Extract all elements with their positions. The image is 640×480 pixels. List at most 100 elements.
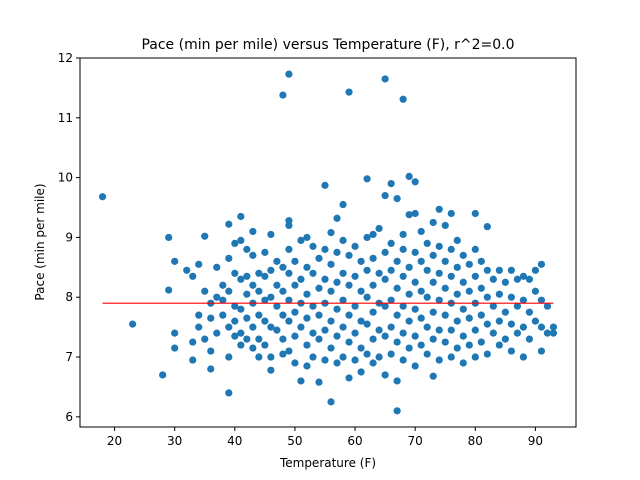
data-point — [429, 308, 437, 316]
data-point — [387, 350, 395, 358]
data-point — [423, 266, 431, 274]
data-point — [387, 323, 395, 331]
data-point — [327, 287, 335, 295]
data-point — [231, 317, 239, 325]
data-point — [225, 220, 233, 228]
data-point — [231, 332, 239, 340]
data-point — [357, 344, 365, 352]
data-point — [297, 377, 305, 385]
data-point — [429, 251, 437, 259]
data-point — [327, 260, 335, 268]
data-point — [351, 302, 359, 310]
data-point — [543, 302, 552, 310]
data-point — [459, 359, 467, 367]
data-point — [213, 329, 221, 337]
data-point — [267, 366, 275, 374]
data-point — [357, 287, 365, 295]
data-point — [261, 296, 269, 304]
data-point — [393, 194, 401, 203]
data-point — [267, 230, 275, 239]
data-point — [309, 242, 317, 250]
data-point — [225, 287, 233, 295]
data-point — [213, 263, 221, 271]
data-point — [291, 257, 299, 265]
data-point — [285, 245, 293, 253]
data-point — [165, 233, 173, 242]
data-point — [447, 272, 455, 280]
data-point — [279, 311, 287, 319]
data-point — [237, 212, 245, 221]
data-point — [381, 371, 389, 379]
data-point — [429, 372, 437, 380]
data-point — [189, 356, 197, 364]
data-point — [441, 311, 449, 319]
data-point — [189, 272, 197, 280]
data-point — [261, 272, 269, 280]
data-point — [513, 302, 521, 310]
data-point — [237, 305, 245, 313]
data-point — [255, 287, 263, 295]
data-point — [405, 211, 413, 219]
data-point — [159, 371, 167, 379]
data-point — [411, 362, 419, 370]
data-point — [363, 233, 371, 242]
data-point — [279, 335, 287, 343]
data-point — [261, 317, 269, 325]
data-point — [333, 214, 341, 222]
data-point — [351, 329, 359, 337]
data-point — [483, 266, 491, 274]
data-point — [303, 233, 311, 242]
data-point — [471, 209, 479, 218]
data-point — [243, 245, 251, 253]
data-point — [477, 338, 485, 346]
data-point — [423, 350, 431, 358]
data-point — [201, 232, 209, 240]
data-point — [447, 245, 455, 253]
data-point — [297, 236, 305, 245]
data-point — [267, 293, 275, 301]
data-point — [255, 335, 263, 343]
data-point — [375, 353, 383, 361]
data-point — [525, 275, 534, 283]
data-point — [309, 269, 317, 277]
data-point — [399, 95, 407, 103]
data-point — [369, 359, 377, 367]
data-point — [441, 338, 449, 346]
data-point — [375, 269, 383, 277]
data-point — [411, 305, 419, 313]
data-point — [225, 254, 233, 262]
data-point — [483, 293, 491, 301]
data-point — [363, 266, 371, 274]
data-point — [423, 293, 431, 301]
data-point — [357, 257, 365, 265]
data-point — [345, 311, 353, 319]
data-point — [243, 314, 251, 322]
data-point — [339, 323, 347, 331]
data-point — [273, 326, 281, 334]
data-point — [249, 281, 257, 289]
data-point — [519, 296, 527, 304]
data-point — [231, 269, 239, 277]
data-point — [447, 326, 455, 334]
data-point — [285, 70, 293, 78]
data-point — [495, 290, 503, 298]
data-point — [291, 359, 299, 367]
data-point — [405, 317, 413, 325]
data-point — [249, 227, 257, 236]
data-point — [231, 239, 239, 247]
data-point — [285, 347, 293, 355]
data-point — [477, 284, 485, 292]
data-point — [501, 278, 509, 286]
data-point — [393, 338, 401, 346]
data-point — [453, 344, 461, 352]
data-point — [207, 314, 215, 322]
data-point — [399, 230, 407, 239]
data-point — [447, 209, 455, 218]
data-point — [339, 353, 347, 361]
data-point — [297, 275, 305, 283]
data-point — [363, 175, 371, 183]
data-point — [537, 323, 546, 331]
data-point — [315, 378, 323, 386]
data-point — [333, 305, 341, 313]
data-point — [429, 278, 437, 286]
